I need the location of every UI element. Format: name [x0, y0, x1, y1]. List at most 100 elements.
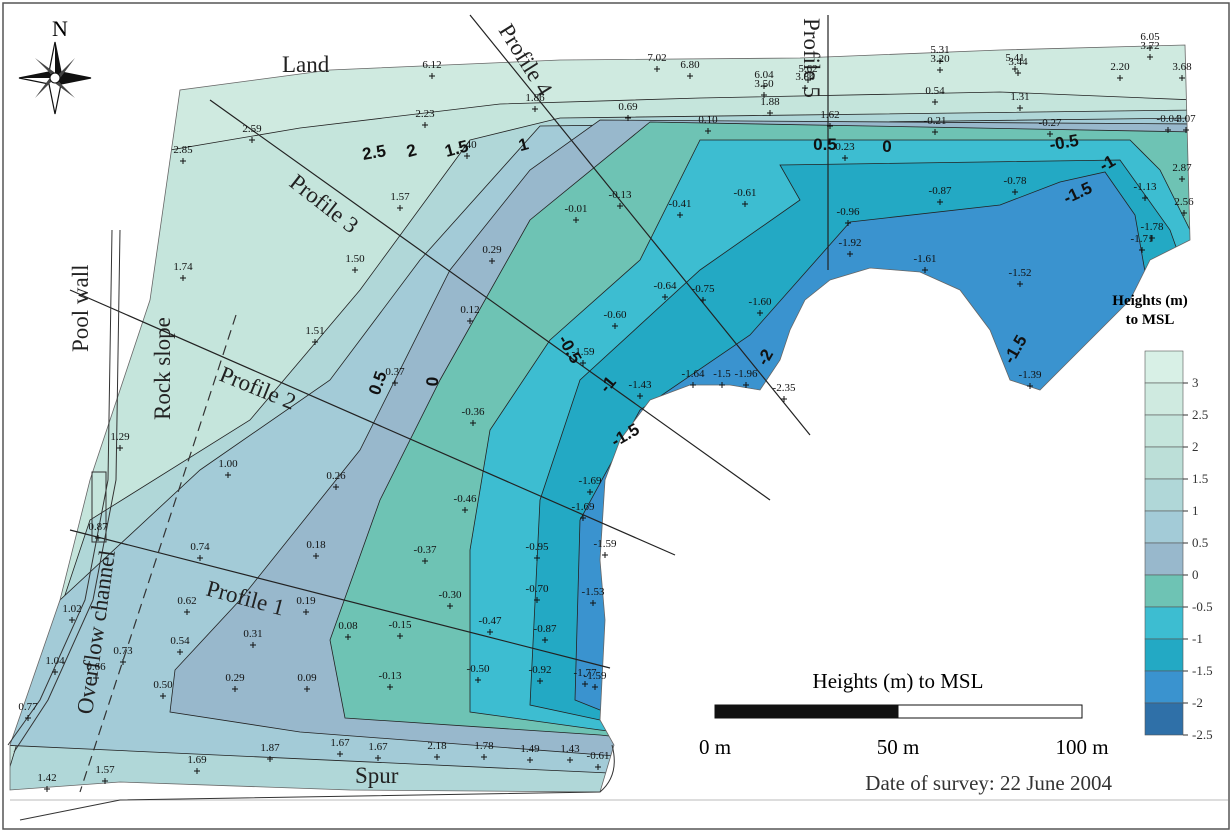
spot-label: 1.40: [457, 139, 477, 151]
spot-marker: [1183, 127, 1189, 133]
spot-label: 1.86: [525, 92, 545, 104]
spot-label: -0.27: [1039, 117, 1062, 129]
spot-label: 1.02: [62, 603, 81, 615]
spot-height: 1.69: [187, 754, 207, 774]
spot-height: -0.46: [454, 493, 477, 513]
spot-marker: [1017, 105, 1023, 111]
spot-height: 1.49: [520, 743, 540, 763]
spot-height: 1.57: [95, 764, 115, 784]
spot-marker: [312, 339, 318, 345]
spot-label: 3.84: [795, 71, 815, 83]
spot-height: 1.74: [173, 261, 193, 281]
spot-height: 0.29: [482, 244, 502, 264]
spot-height: 3.68: [1172, 61, 1192, 81]
spot-height: 1.86: [525, 92, 545, 112]
contour-label: 0: [882, 137, 891, 156]
spot-label: -0.13: [379, 670, 402, 682]
spot-label: 0.09: [297, 672, 317, 684]
spot-height: 1.51: [305, 325, 325, 345]
spot-marker: [304, 686, 310, 692]
spot-marker: [612, 323, 618, 329]
spot-height: 2.20: [1110, 61, 1130, 81]
spot-height: 2.18: [427, 740, 447, 760]
spot-height: 1.42: [37, 772, 57, 792]
spot-label: 0.10: [698, 114, 718, 126]
spot-height: 1.62: [820, 109, 840, 129]
spot-label: 3.44: [1008, 56, 1028, 68]
spot-label: -0.37: [414, 544, 437, 556]
spot-marker: [582, 681, 588, 687]
spot-label: -0.15: [389, 619, 412, 631]
spot-height: -0.70: [526, 583, 549, 603]
scale-label: 100 m: [1055, 735, 1108, 759]
spot-label: 3.72: [1140, 40, 1159, 52]
spot-marker: [194, 768, 200, 774]
spot-marker: [922, 267, 928, 273]
spot-marker: [767, 110, 773, 116]
spot-marker: [534, 555, 540, 561]
spot-label: 0.26: [326, 470, 346, 482]
spot-marker: [847, 251, 853, 257]
spot-label: 0.08: [338, 620, 358, 632]
spot-label: 3.50: [754, 78, 774, 90]
contour-label: 0.5: [813, 135, 837, 154]
spot-marker: [93, 675, 99, 681]
spot-height: -1.71: [1131, 233, 1153, 253]
spot-label: -0.46: [454, 493, 477, 505]
spot-marker: [937, 67, 943, 73]
spot-height: -0.13: [379, 670, 402, 690]
spot-marker: [470, 420, 476, 426]
spot-marker: [602, 552, 608, 558]
spot-label: -1.92: [839, 237, 862, 249]
spot-height: 1.87: [260, 742, 280, 762]
spot-label: 0.54: [925, 85, 945, 97]
spot-marker: [422, 122, 428, 128]
spot-height: 1.04: [45, 655, 65, 675]
spot-marker: [397, 205, 403, 211]
spot-marker: [422, 558, 428, 564]
legend-swatch: [1144, 638, 1184, 672]
place-label: Pool wall: [68, 264, 93, 352]
spot-marker: [345, 634, 351, 640]
spot-height: 0.54: [170, 635, 190, 655]
spot-height: 1.02: [62, 603, 82, 623]
legend-tick-label: -0.5: [1192, 599, 1213, 614]
spot-height: 0.54: [925, 85, 945, 105]
spot-height: 0.08: [338, 620, 358, 640]
spot-label: -1.59: [584, 670, 607, 682]
legend-tick-label: -2: [1192, 695, 1203, 710]
spot-label: -0.41: [669, 198, 692, 210]
spot-label: 1.78: [474, 740, 494, 752]
spot-height: 0.18: [306, 539, 326, 559]
spot-label: 0.54: [170, 635, 190, 647]
spot-marker: [595, 764, 601, 770]
compass: [18, 41, 92, 115]
legend-tick-label: 2: [1192, 439, 1199, 454]
spot-marker: [313, 553, 319, 559]
spot-height: -0.41: [669, 198, 692, 218]
spot-marker: [117, 445, 123, 451]
spot-label: 0.66: [86, 661, 106, 673]
spot-label: 0.31: [243, 628, 262, 640]
spot-height: -0.30: [439, 589, 462, 609]
spot-height: -0.61: [734, 187, 756, 207]
spot-height: 2.56: [1174, 196, 1194, 216]
scale-label: 0 m: [699, 735, 731, 759]
spot-height: -0.64: [654, 280, 677, 300]
spot-height: 6.04: [754, 69, 774, 89]
spot-height: -1.92: [839, 237, 862, 257]
survey-date: Date of survey: 22 June 2004: [865, 771, 1112, 795]
spot-marker: [1047, 131, 1053, 137]
spot-marker: [475, 677, 481, 683]
spot-label: 1.67: [368, 741, 388, 753]
spot-label: 5.62: [798, 63, 817, 75]
spot-label: 3.20: [930, 53, 950, 65]
spot-marker: [303, 609, 309, 615]
spot-height: -1.5: [713, 368, 731, 388]
legend-swatch: [1144, 446, 1184, 480]
spot-marker: [197, 555, 203, 561]
spot-marker: [434, 754, 440, 760]
spot-height: -1.69: [572, 501, 595, 521]
spot-height: -0.04: [1157, 113, 1180, 133]
spot-height: -0.27: [1039, 117, 1062, 137]
